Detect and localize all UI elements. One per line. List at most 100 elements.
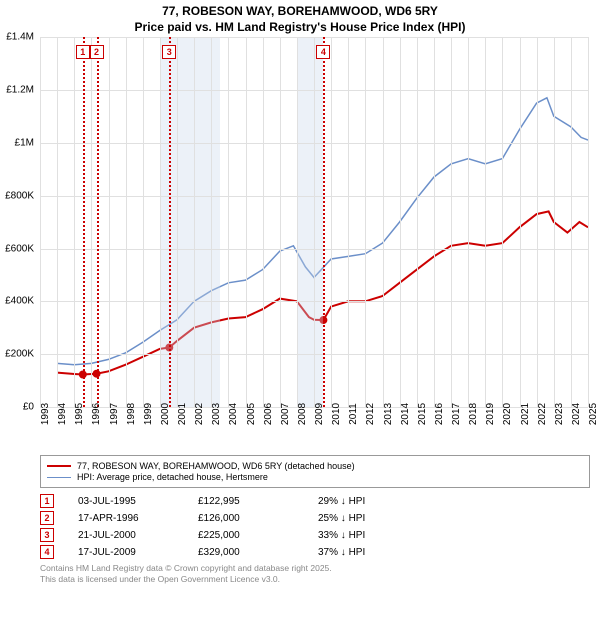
chart-area: £0£200K£400K£600K£800K£1M£1.2M£1.4M 1234	[40, 37, 588, 407]
gridline-x	[40, 37, 41, 407]
event-table-marker: 3	[40, 528, 54, 542]
gridline-x	[485, 37, 486, 407]
event-price: £225,000	[198, 530, 318, 541]
legend-row: HPI: Average price, detached house, Hert…	[47, 472, 583, 482]
gridline-x	[228, 37, 229, 407]
gridline-x	[554, 37, 555, 407]
y-tick-label: £600K	[5, 243, 34, 254]
x-tick-label: 2010	[331, 403, 342, 425]
x-tick-label: 1994	[57, 403, 68, 425]
legend: 77, ROBESON WAY, BOREHAMWOOD, WD6 5RY (d…	[40, 455, 590, 488]
footer-line-1: Contains HM Land Registry data © Crown c…	[40, 563, 590, 574]
event-date: 21-JUL-2000	[78, 530, 198, 541]
x-tick-label: 1993	[40, 403, 51, 425]
gridline-x	[520, 37, 521, 407]
legend-swatch	[47, 465, 71, 467]
gridline-x	[451, 37, 452, 407]
gridline-x	[417, 37, 418, 407]
event-marker: 1	[76, 45, 90, 59]
event-date: 03-JUL-1995	[78, 496, 198, 507]
event-table-marker: 2	[40, 511, 54, 525]
event-date: 17-APR-1996	[78, 513, 198, 524]
x-tick-label: 2007	[280, 403, 291, 425]
y-tick-label: £0	[23, 402, 34, 413]
event-table-marker: 4	[40, 545, 54, 559]
gridline-x	[126, 37, 127, 407]
y-tick-label: £400K	[5, 296, 34, 307]
x-tick-label: 2014	[400, 403, 411, 425]
gridline-x	[194, 37, 195, 407]
gridline-x	[263, 37, 264, 407]
event-delta: 29% ↓ HPI	[318, 496, 438, 507]
gridline-x	[468, 37, 469, 407]
x-tick-label: 2022	[537, 403, 548, 425]
gridline-x	[400, 37, 401, 407]
gridline-x	[143, 37, 144, 407]
gridline-x	[91, 37, 92, 407]
x-tick-label: 2023	[554, 403, 565, 425]
x-tick-label: 2011	[348, 403, 359, 425]
gridline-x	[571, 37, 572, 407]
shaded-region	[297, 37, 323, 407]
gridline-x	[74, 37, 75, 407]
y-axis: £0£200K£400K£600K£800K£1M£1.2M£1.4M	[0, 37, 38, 407]
x-tick-label: 2021	[520, 403, 531, 425]
gridline-x	[434, 37, 435, 407]
event-delta: 33% ↓ HPI	[318, 530, 438, 541]
gridline-x	[211, 37, 212, 407]
gridline-x	[177, 37, 178, 407]
y-tick-label: £200K	[5, 349, 34, 360]
x-tick-label: 2006	[263, 403, 274, 425]
y-tick-label: £800K	[5, 190, 34, 201]
x-tick-label: 2017	[451, 403, 462, 425]
x-axis: 1993199419951996199719981999200020012002…	[40, 408, 588, 458]
x-tick-label: 2002	[194, 403, 205, 425]
event-delta: 37% ↓ HPI	[318, 547, 438, 558]
x-tick-label: 2003	[211, 403, 222, 425]
gridline-x	[331, 37, 332, 407]
x-tick-label: 2018	[468, 403, 479, 425]
x-tick-label: 2001	[177, 403, 188, 425]
gridline-x	[109, 37, 110, 407]
event-table-row: 217-APR-1996£126,00025% ↓ HPI	[40, 511, 590, 525]
title-line-2: Price paid vs. HM Land Registry's House …	[0, 20, 600, 36]
plot-region: 1234	[40, 37, 588, 407]
y-tick-label: £1.2M	[6, 85, 34, 96]
x-tick-label: 1997	[109, 403, 120, 425]
event-table-row: 103-JUL-1995£122,99529% ↓ HPI	[40, 494, 590, 508]
x-tick-label: 2019	[485, 403, 496, 425]
x-tick-label: 1998	[126, 403, 137, 425]
x-tick-label: 2008	[297, 403, 308, 425]
event-line	[97, 37, 99, 407]
gridline-x	[314, 37, 315, 407]
x-tick-label: 1996	[91, 403, 102, 425]
x-tick-label: 2025	[588, 403, 599, 425]
event-delta: 25% ↓ HPI	[318, 513, 438, 524]
x-tick-label: 2013	[383, 403, 394, 425]
event-line	[83, 37, 85, 407]
x-tick-label: 2000	[160, 403, 171, 425]
event-table-row: 417-JUL-2009£329,00037% ↓ HPI	[40, 545, 590, 559]
x-tick-label: 1999	[143, 403, 154, 425]
x-tick-label: 2020	[502, 403, 513, 425]
legend-row: 77, ROBESON WAY, BOREHAMWOOD, WD6 5RY (d…	[47, 461, 583, 471]
event-price: £122,995	[198, 496, 318, 507]
x-tick-label: 2016	[434, 403, 445, 425]
gridline-x	[365, 37, 366, 407]
event-marker: 2	[90, 45, 104, 59]
x-tick-label: 2015	[417, 403, 428, 425]
x-tick-label: 2012	[365, 403, 376, 425]
gridline-x	[537, 37, 538, 407]
gridline-x	[280, 37, 281, 407]
gridline-x	[297, 37, 298, 407]
x-tick-label: 1995	[74, 403, 85, 425]
title-line-1: 77, ROBESON WAY, BOREHAMWOOD, WD6 5RY	[0, 4, 600, 20]
x-tick-label: 2024	[571, 403, 582, 425]
event-date: 17-JUL-2009	[78, 547, 198, 558]
x-tick-label: 2005	[246, 403, 257, 425]
event-line	[323, 37, 325, 407]
event-line	[169, 37, 171, 407]
footer: Contains HM Land Registry data © Crown c…	[40, 563, 590, 584]
footer-line-2: This data is licensed under the Open Gov…	[40, 574, 590, 585]
gridline-x	[246, 37, 247, 407]
